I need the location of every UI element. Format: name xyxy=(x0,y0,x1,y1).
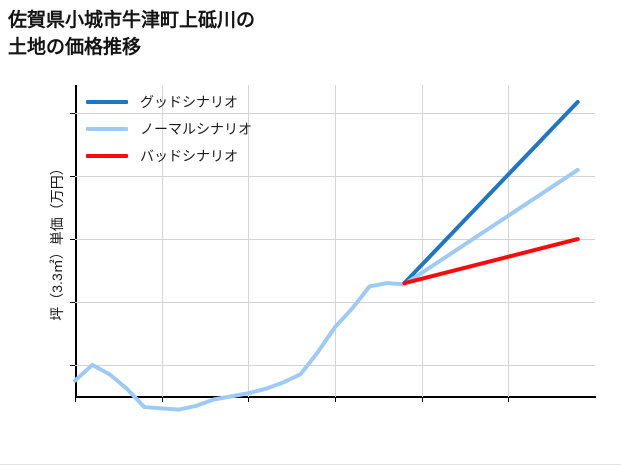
series-line xyxy=(402,237,580,286)
legend-swatch-icon xyxy=(86,153,128,158)
legend-item[interactable]: ノーマルシナリオ xyxy=(86,115,316,142)
plot-area: 89101112 200520102015202020252030 坪（3.3㎡… xyxy=(49,85,595,412)
y-tick-mark xyxy=(70,239,75,241)
series-lines xyxy=(73,99,580,412)
page-title: 佐賀県小城市牛津町上砥川の 土地の価格推移 xyxy=(8,10,256,58)
x-tick-mark xyxy=(421,397,423,402)
legend-item-label: バッドシナリオ xyxy=(140,147,238,164)
gridline-vertical xyxy=(248,85,250,397)
legend-swatch-icon xyxy=(86,99,128,104)
x-tick-mark xyxy=(508,397,510,402)
x-tick-mark xyxy=(75,397,76,402)
gridline-vertical xyxy=(508,85,510,397)
gridline-vertical xyxy=(421,85,423,397)
y-tick-mark xyxy=(70,176,75,178)
legend-item-label: グッドシナリオ xyxy=(140,93,238,110)
series-line xyxy=(402,99,580,286)
y-axis-label: 坪（3.3㎡）単価（万円） xyxy=(49,161,65,321)
y-tick-mark xyxy=(70,302,75,304)
legend-swatch-icon xyxy=(86,126,128,131)
series-line xyxy=(73,167,580,412)
y-tick-mark xyxy=(70,364,75,366)
x-tick-mark xyxy=(161,397,163,402)
gridline-vertical xyxy=(335,85,336,397)
legend-item-label: ノーマルシナリオ xyxy=(140,120,252,137)
gridline-vertical xyxy=(161,85,163,397)
chart-legend: グッドシナリオ ノーマルシナリオ バッドシナリオ xyxy=(86,88,316,169)
legend-item[interactable]: バッドシナリオ xyxy=(86,142,316,169)
x-tick-mark xyxy=(335,397,336,402)
y-tick-mark xyxy=(70,113,75,115)
legend-item[interactable]: グッドシナリオ xyxy=(86,88,316,115)
y-axis-line xyxy=(75,85,77,398)
x-tick-mark xyxy=(248,397,250,402)
